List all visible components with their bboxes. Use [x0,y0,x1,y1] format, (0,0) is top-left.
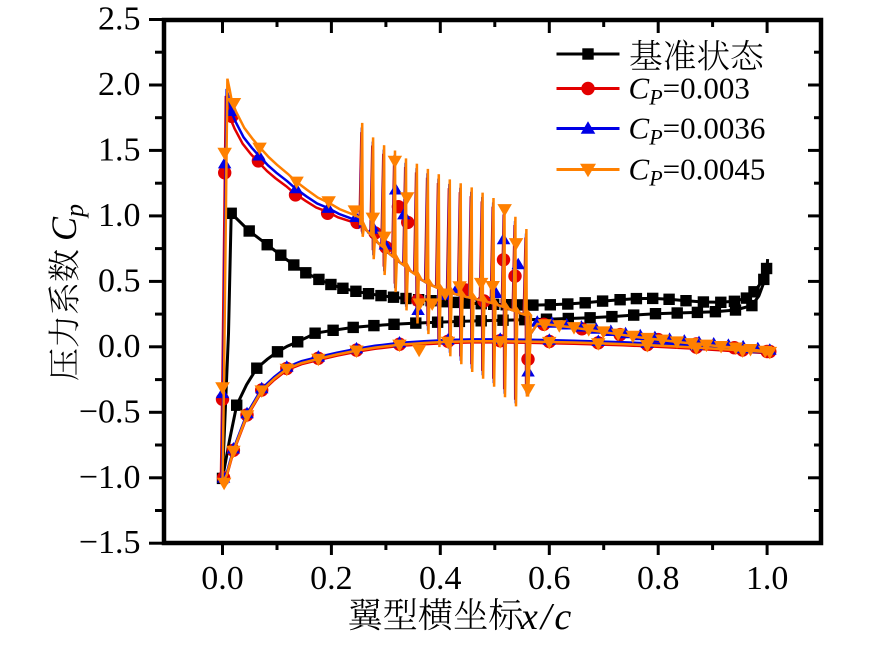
svg-text:0.4: 0.4 [419,560,462,597]
svg-text:0.5: 0.5 [98,262,141,299]
svg-text:2.5: 2.5 [98,1,141,38]
svg-text:1.0: 1.0 [746,560,789,597]
svg-text:x/c: x/c [520,596,574,638]
svg-text:−1.0: −1.0 [79,459,141,496]
svg-text:CP=0.0036: CP=0.0036 [629,111,766,150]
svg-text:0.0: 0.0 [201,560,244,597]
svg-text:1.5: 1.5 [98,131,141,168]
svg-text:0.0: 0.0 [98,328,141,365]
svg-text:0.8: 0.8 [637,560,680,597]
svg-text:0.2: 0.2 [310,560,353,597]
svg-text:−0.5: −0.5 [79,393,141,430]
svg-text:2.0: 2.0 [98,66,141,103]
svg-text:CP=0.003: CP=0.003 [629,71,750,110]
svg-text:1.0: 1.0 [98,197,141,234]
svg-text:CP=0.0045: CP=0.0045 [629,152,766,191]
svg-text:−1.5: −1.5 [79,524,141,561]
svg-text:0.6: 0.6 [528,560,571,597]
